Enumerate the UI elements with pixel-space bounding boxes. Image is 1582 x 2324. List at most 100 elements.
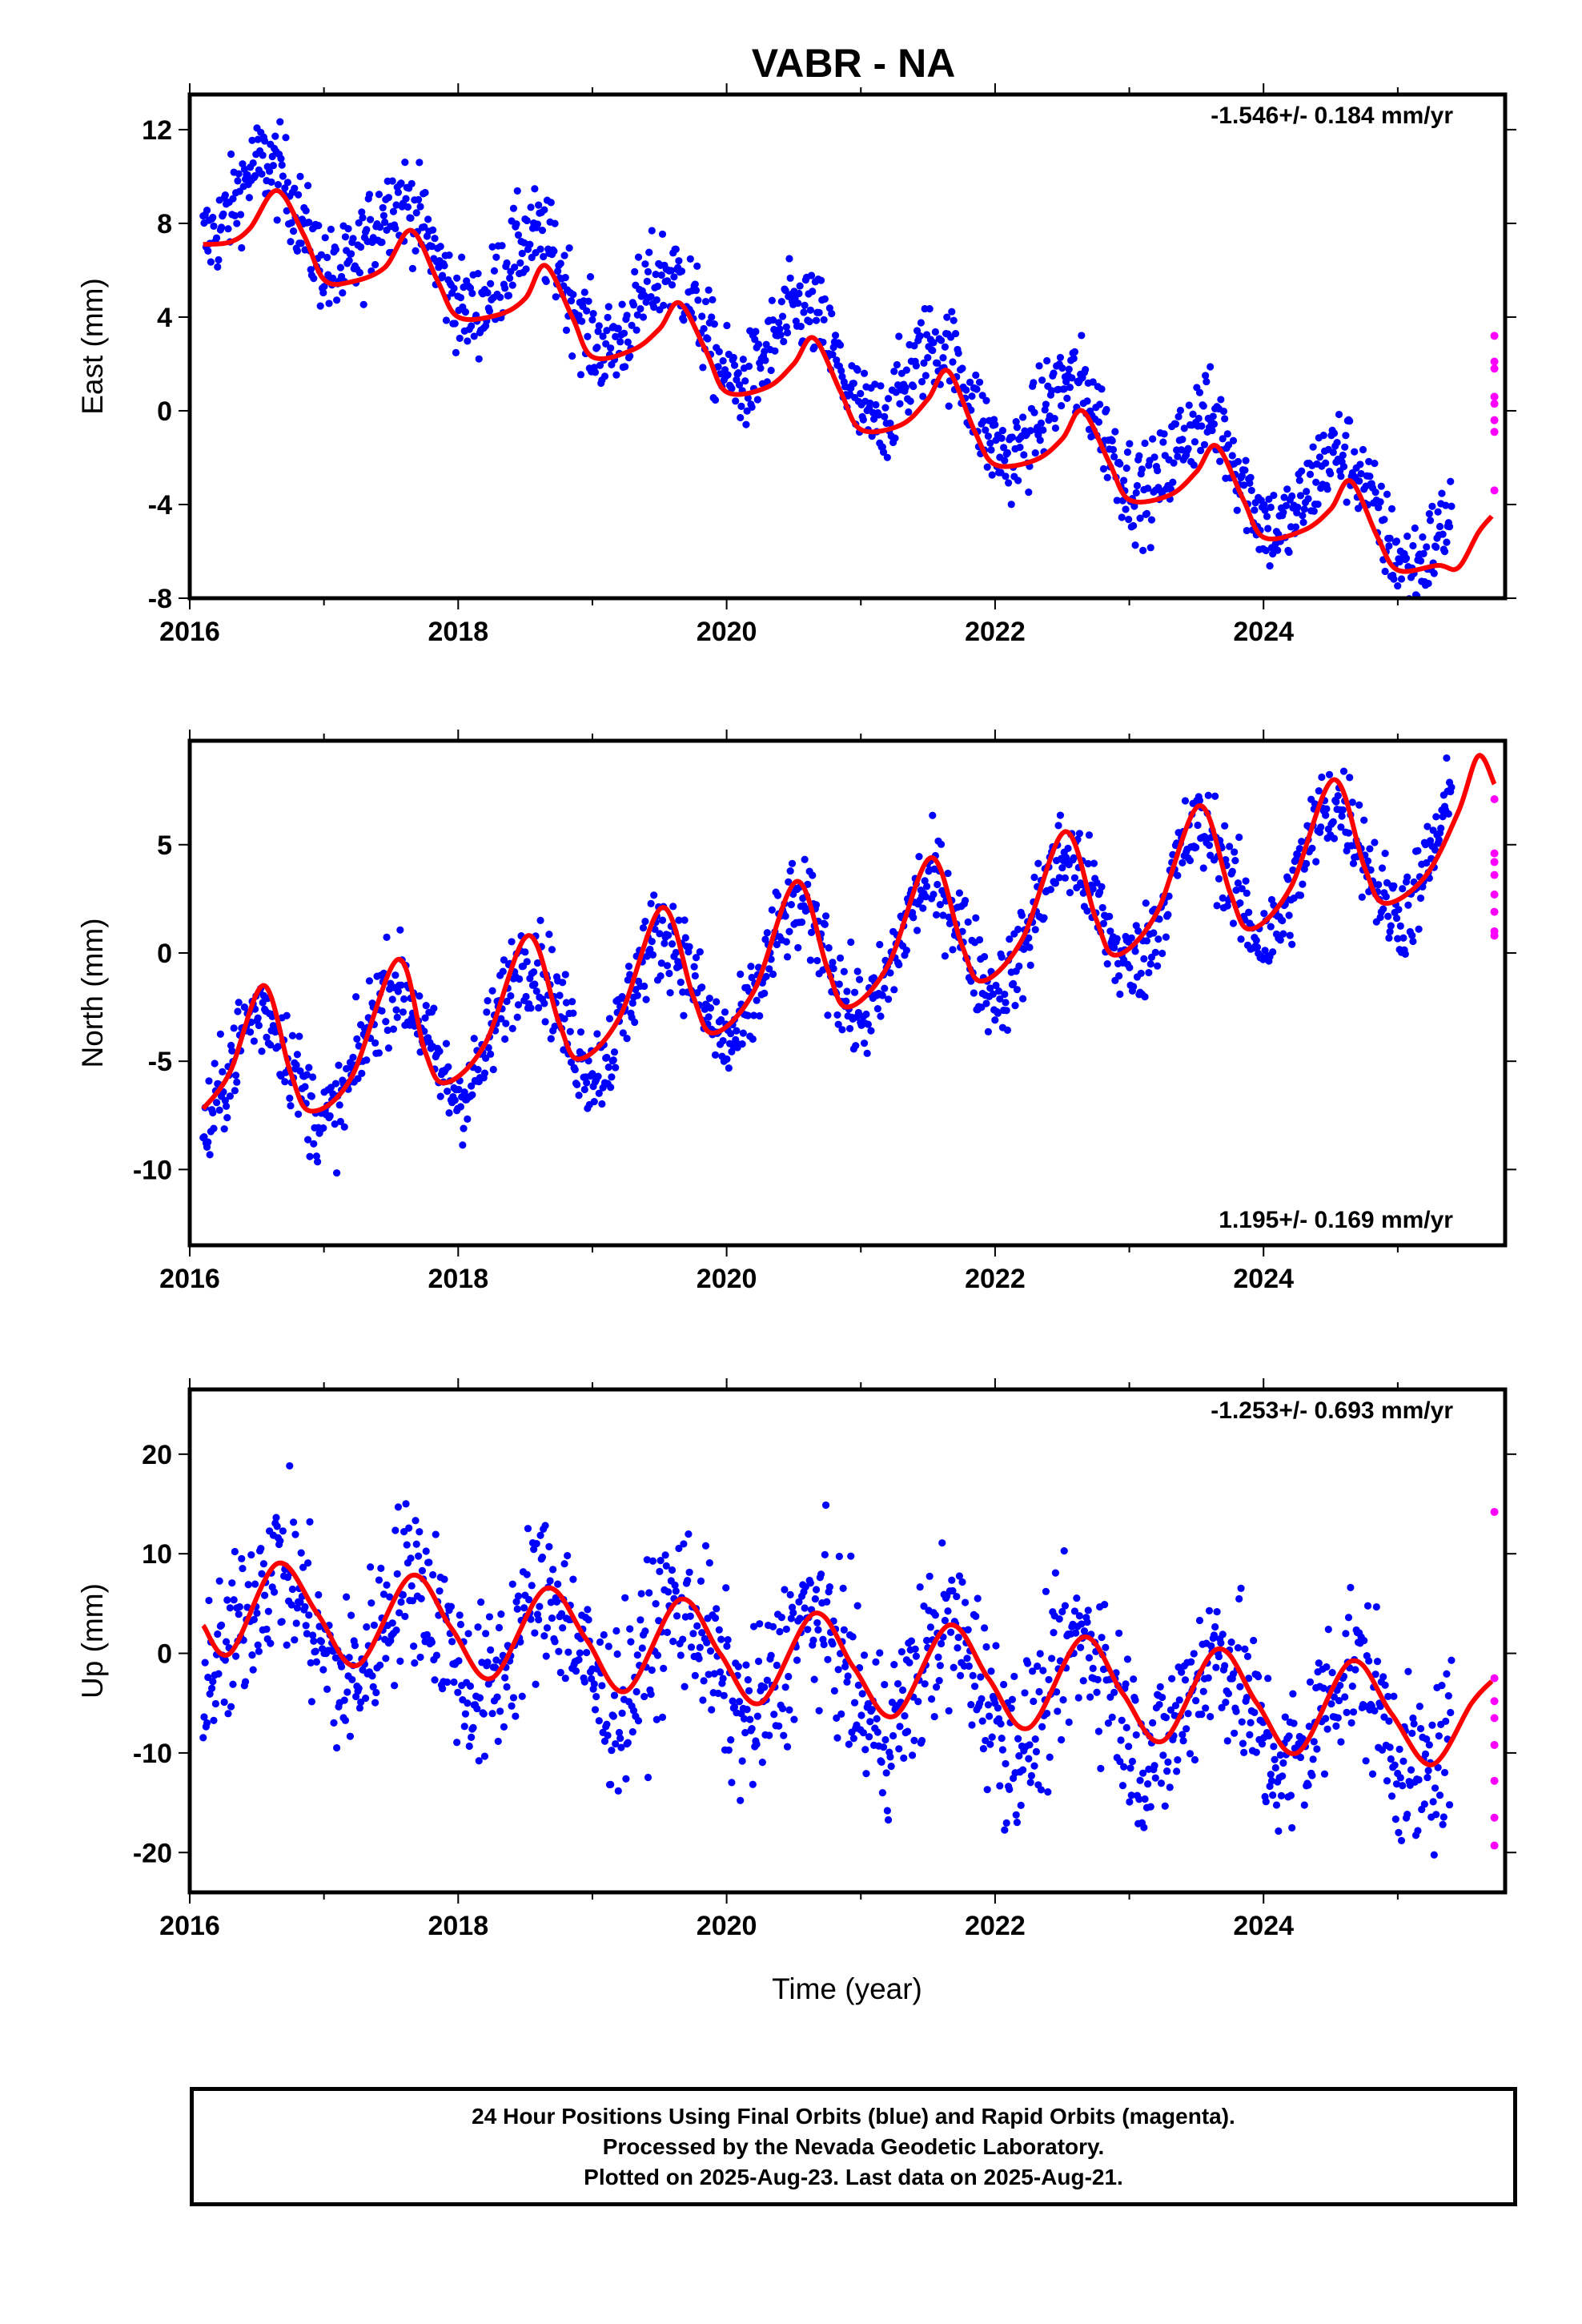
final-point: [1279, 917, 1287, 925]
final-point: [950, 1663, 958, 1671]
final-point: [1403, 533, 1411, 541]
final-point: [801, 855, 809, 863]
final-point: [1312, 858, 1320, 866]
final-point: [1184, 444, 1192, 452]
final-point: [862, 1770, 870, 1778]
final-point: [1241, 466, 1249, 474]
final-point: [890, 368, 898, 376]
final-point: [786, 866, 794, 875]
final-point: [382, 1655, 390, 1663]
final-point: [998, 1734, 1006, 1743]
final-point: [1296, 891, 1305, 899]
final-point: [1431, 846, 1439, 854]
final-point: [1322, 459, 1330, 467]
final-point: [717, 1635, 725, 1643]
final-point: [920, 359, 928, 367]
final-point: [883, 1807, 891, 1815]
final-point: [934, 359, 942, 368]
final-point: [379, 211, 388, 219]
x-tick-label: 2024: [1233, 1264, 1294, 1294]
final-point: [1085, 831, 1094, 839]
x-tick-label: 2018: [428, 1264, 488, 1294]
final-point: [1030, 408, 1038, 416]
final-point: [247, 1550, 255, 1559]
final-point: [562, 999, 571, 1007]
final-point: [1060, 385, 1068, 393]
final-point: [920, 1602, 928, 1610]
final-point: [668, 1566, 677, 1574]
final-point: [1215, 875, 1223, 883]
final-point: [847, 1552, 855, 1560]
final-point: [287, 238, 295, 246]
final-point: [946, 1628, 955, 1636]
final-point: [1019, 1766, 1027, 1774]
final-point: [1034, 1663, 1042, 1671]
final-point: [1313, 1745, 1321, 1753]
y-tick-label: 0: [157, 396, 172, 427]
footer-line-1: 24 Hour Positions Using Final Orbits (bl…: [472, 2103, 1235, 2129]
final-point: [1103, 959, 1111, 968]
final-point: [810, 1675, 818, 1683]
y-tick-label: -4: [148, 490, 172, 521]
rapid-point: [1490, 1674, 1499, 1683]
final-point: [295, 1032, 303, 1040]
final-point: [396, 926, 404, 934]
final-point: [667, 267, 675, 275]
final-point: [421, 188, 429, 197]
final-point: [1048, 387, 1056, 395]
final-point: [250, 1037, 258, 1045]
final-point: [1044, 1788, 1052, 1796]
final-point: [1056, 353, 1065, 362]
final-point: [564, 1551, 572, 1560]
final-point: [598, 1682, 606, 1690]
final-point: [1096, 400, 1104, 408]
final-point: [795, 1598, 803, 1606]
final-point: [720, 1691, 728, 1699]
final-point: [1218, 1703, 1226, 1711]
final-point: [982, 1642, 990, 1651]
final-point: [394, 1503, 403, 1511]
final-point: [857, 1711, 865, 1719]
final-point: [1025, 489, 1033, 497]
final-point: [1202, 1704, 1210, 1712]
final-point: [1090, 859, 1098, 867]
final-point: [807, 271, 816, 279]
final-point: [1182, 1725, 1191, 1733]
final-point: [797, 323, 805, 331]
final-point: [1163, 1767, 1171, 1775]
final-point: [301, 1602, 309, 1611]
final-point: [914, 1698, 922, 1706]
final-point: [432, 1651, 441, 1659]
final-point: [705, 286, 713, 294]
final-point: [1309, 1755, 1317, 1763]
final-point: [1341, 1693, 1349, 1701]
final-point: [465, 1742, 473, 1751]
final-point: [1385, 542, 1393, 550]
final-point: [1324, 1626, 1332, 1634]
final-point: [769, 316, 777, 324]
final-point: [255, 1647, 263, 1655]
final-point: [400, 995, 408, 1003]
final-point: [1342, 1630, 1350, 1638]
final-point: [1444, 1692, 1452, 1700]
final-point: [868, 432, 876, 440]
final-point: [714, 1689, 722, 1698]
final-point: [240, 1003, 248, 1011]
final-point: [1403, 1810, 1411, 1819]
final-point: [1315, 786, 1323, 795]
final-point: [245, 194, 253, 202]
final-point: [1439, 1820, 1447, 1828]
final-point: [1186, 1750, 1195, 1758]
final-point: [392, 201, 400, 209]
final-point: [1334, 792, 1342, 800]
final-point: [922, 883, 931, 891]
final-point: [1164, 911, 1172, 919]
final-point: [254, 1641, 262, 1649]
final-point: [929, 811, 937, 819]
final-point: [341, 1716, 350, 1724]
final-point: [468, 1082, 476, 1090]
final-point: [522, 992, 530, 1001]
final-point: [386, 1593, 394, 1601]
final-point: [741, 377, 749, 385]
